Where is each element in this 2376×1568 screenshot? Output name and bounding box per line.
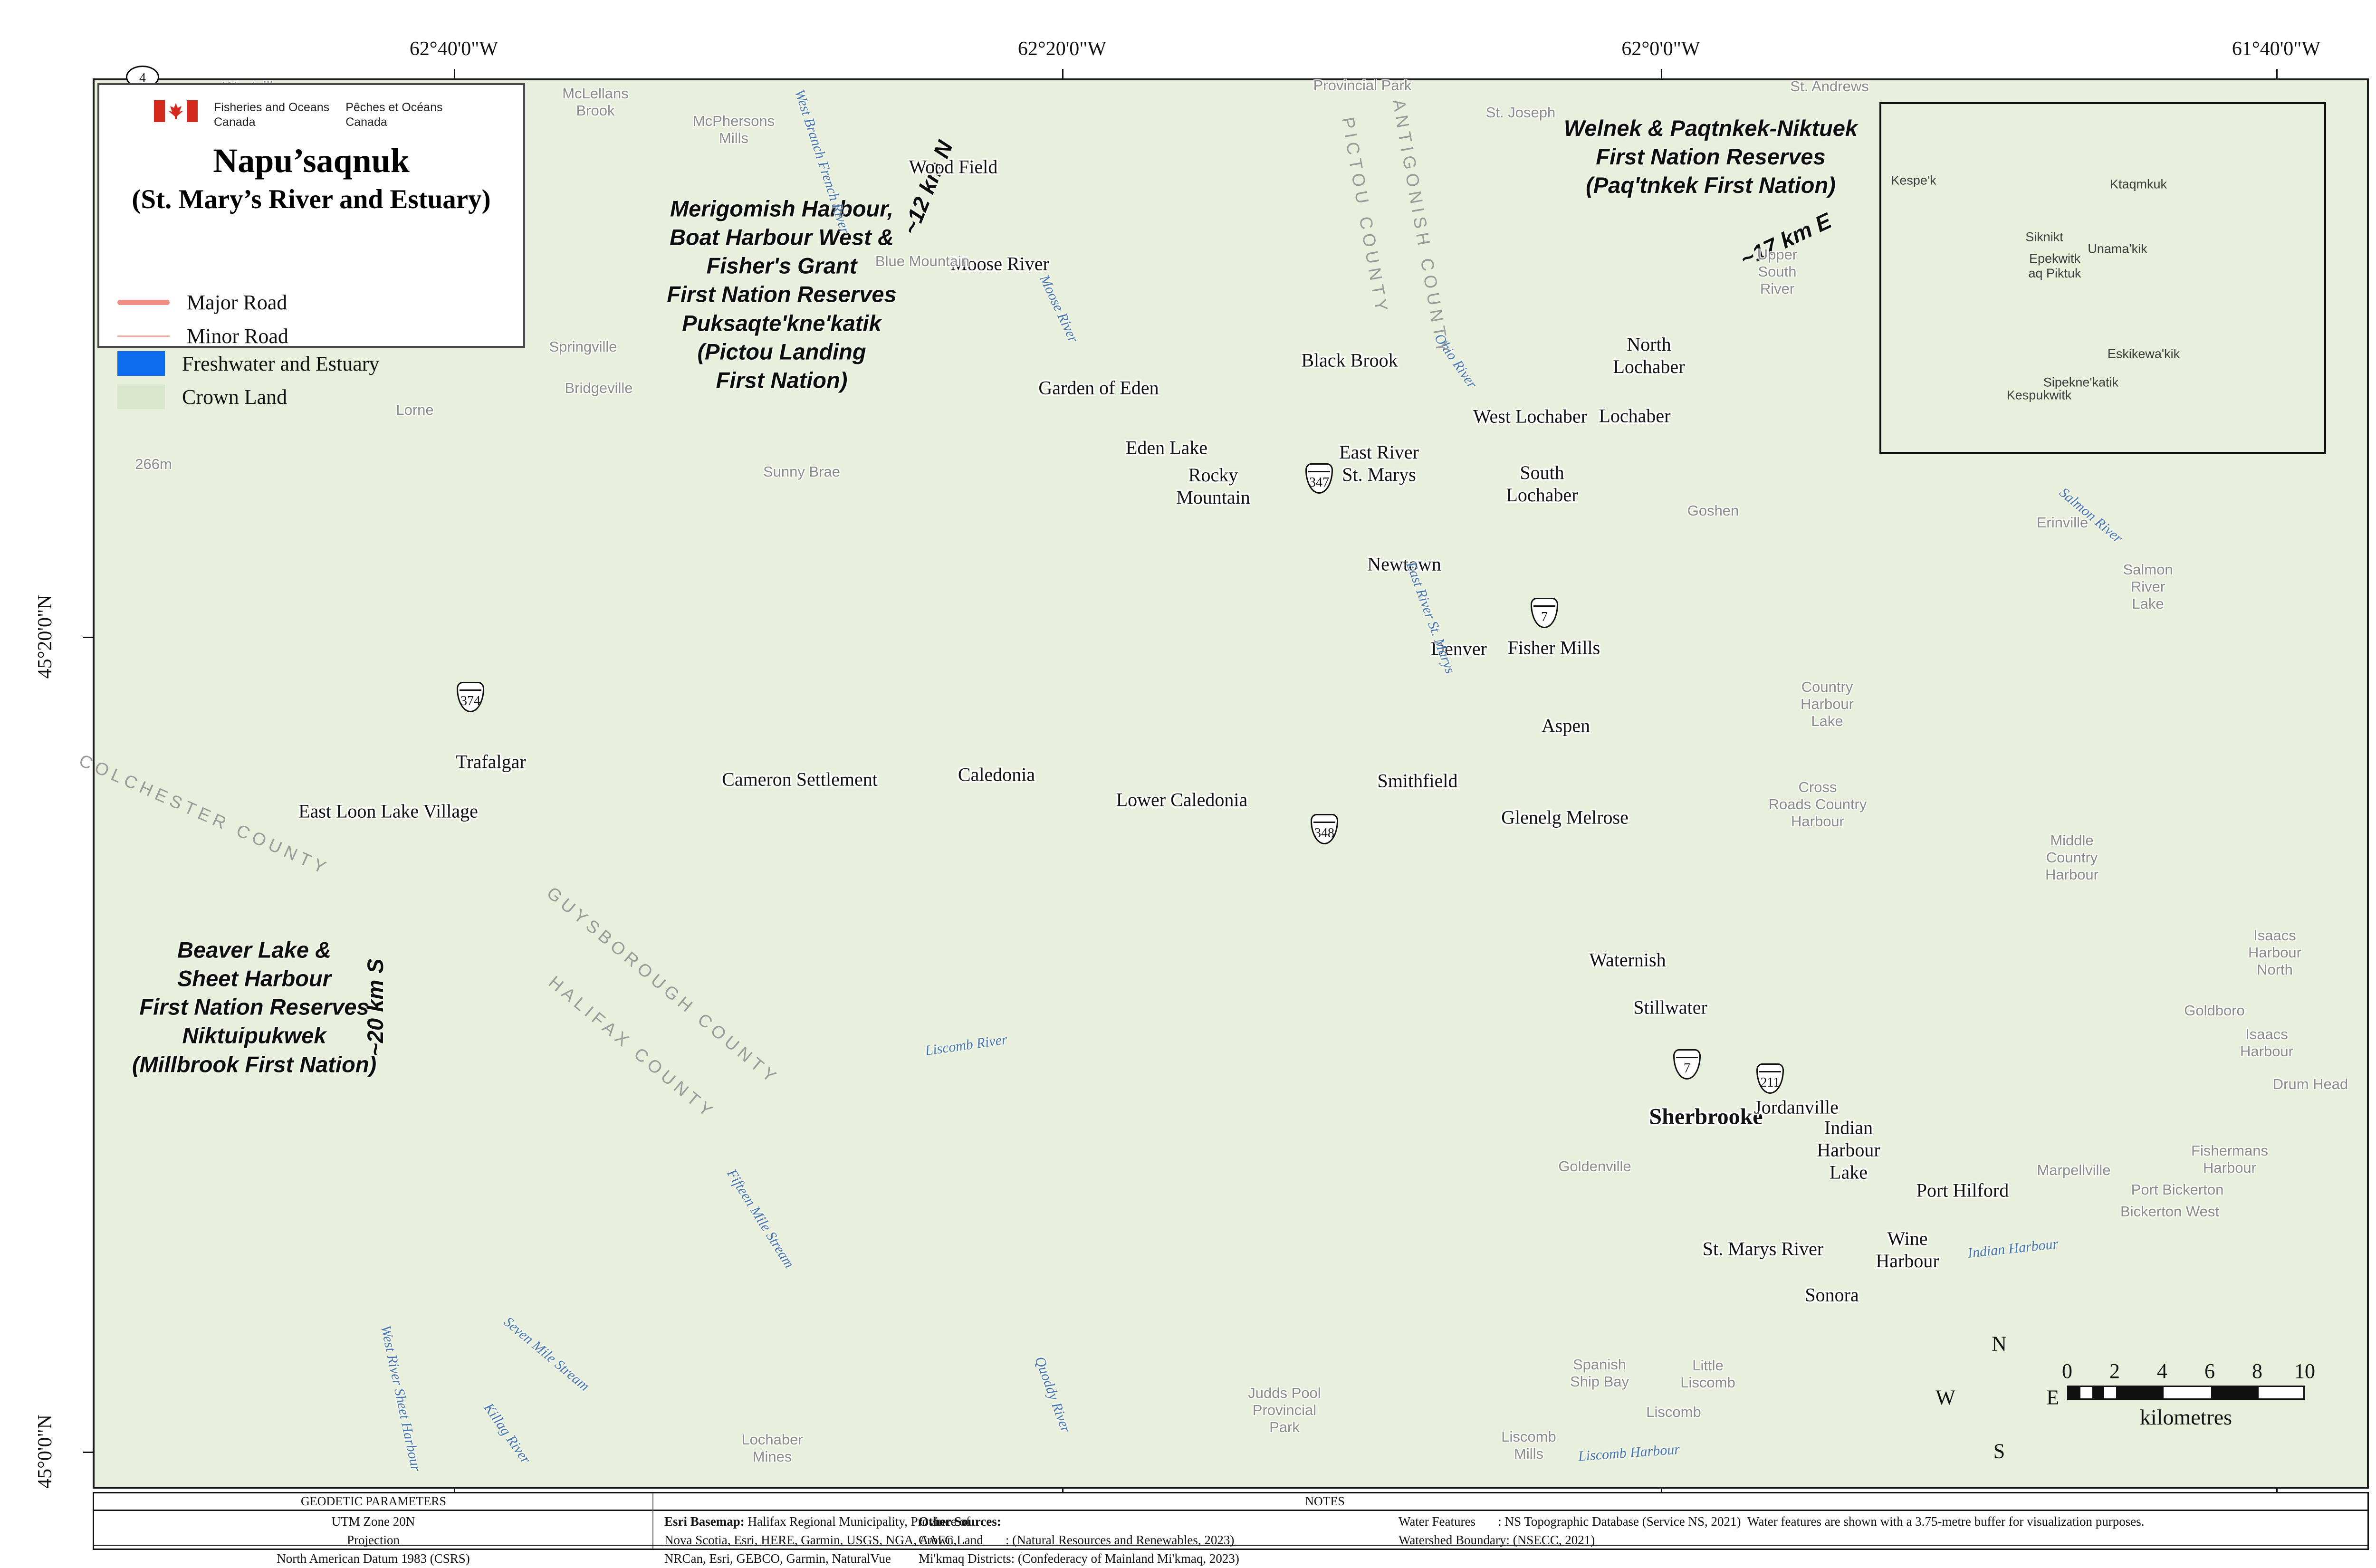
- crown-land-swatch: [117, 384, 165, 409]
- geodetic-parameters: UTM Zone 20N Projection North American D…: [277, 1514, 470, 1566]
- legend-item-crown-land: Crown Land: [117, 384, 287, 409]
- compass-labels: N S W E: [1935, 1332, 2059, 1463]
- minor-road-swatch: [117, 335, 170, 337]
- scale-tick-label: 0: [2062, 1359, 2072, 1383]
- scale-bar-blocks: [2067, 1386, 2305, 1400]
- scale-tick-label: 8: [2252, 1359, 2262, 1383]
- compass-e: E: [2046, 1386, 2060, 1409]
- scale-unit: kilometres: [2139, 1405, 2232, 1429]
- compass-n: N: [1992, 1332, 2007, 1356]
- legend-item-minor-road: Minor Road: [117, 324, 288, 348]
- scale-tick-label: 10: [2294, 1359, 2315, 1383]
- compass-w: W: [1935, 1386, 1955, 1409]
- scale-tick-label: 2: [2109, 1359, 2120, 1383]
- legend-item-major-road: Major Road: [117, 290, 287, 315]
- other-sources-credit: Other Sources: Crown Land : (Natural Res…: [919, 1514, 1239, 1566]
- water-features-credit: Water Features : NS Topographic Database…: [1399, 1514, 2145, 1548]
- map-title: Napu’saqnuk: [213, 142, 410, 180]
- notes-header: NOTES: [1305, 1494, 1345, 1508]
- geodetic-header: GEODETIC PARAMETERS: [300, 1494, 447, 1508]
- agency-name-en: Fisheries and Oceans Canada: [214, 101, 330, 129]
- legend-item-freshwater: Freshwater and Estuary: [117, 351, 379, 376]
- map-subtitle: (St. Mary’s River and Estuary): [132, 184, 491, 214]
- footer-metadata-bar: GEODETIC PARAMETERS NOTES UTM Zone 20N P…: [93, 1492, 2369, 1566]
- freshwater-swatch: [117, 351, 165, 376]
- major-road-swatch: [117, 300, 170, 305]
- legend-panel: Fisheries and Oceans Canada Pêches et Oc…: [97, 83, 525, 409]
- inset-overview-map: [1879, 102, 2326, 454]
- scale-bar: 0 2 4 6 8 10 kilometres: [2062, 1359, 2315, 1430]
- agency-name-fr: Pêches et Océans Canada: [345, 101, 443, 129]
- scale-tick-label: 6: [2204, 1359, 2215, 1383]
- compass-s: S: [1993, 1439, 2005, 1463]
- canada-flag-icon: [154, 100, 198, 122]
- scale-tick-label: 4: [2157, 1359, 2167, 1383]
